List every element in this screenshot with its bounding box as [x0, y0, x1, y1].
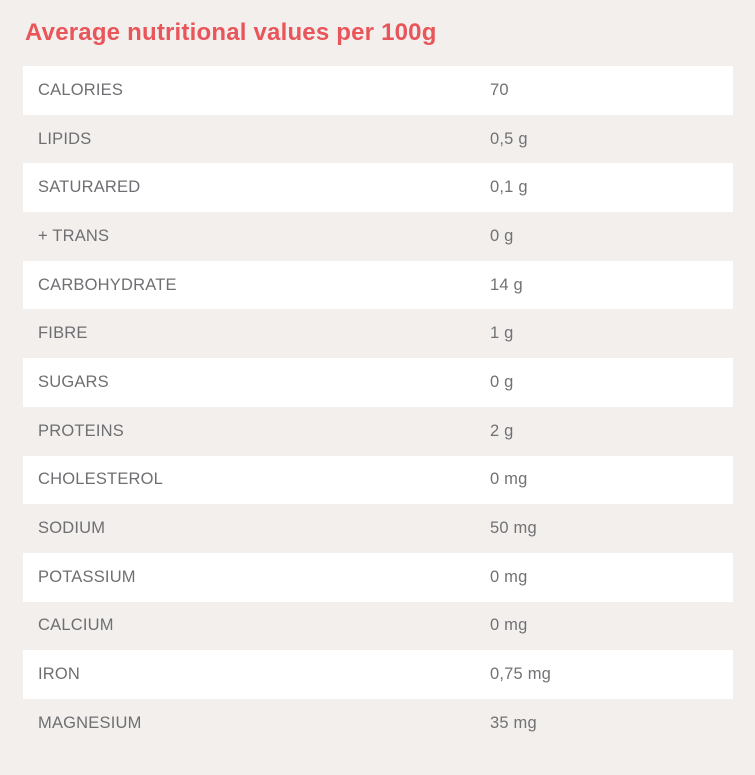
nutrient-value: 0 mg [490, 616, 528, 635]
table-row: CHOLESTEROL 0 mg [23, 455, 733, 505]
table-row: POTASSIUM 0 mg [23, 552, 733, 602]
nutrient-label: IRON [38, 665, 81, 684]
nutrient-value: 0,1 g [490, 178, 528, 197]
nutrient-value: 14 g [490, 275, 523, 294]
table-row: + TRANS 0 g [23, 212, 733, 261]
nutrient-label: CALCIUM [38, 616, 114, 635]
nutrient-label: LIPIDS [38, 129, 92, 148]
nutrient-label: FIBRE [38, 324, 88, 343]
nutrient-label: CARBOHYDRATE [38, 275, 177, 294]
table-row: SODIUM 50 mg [23, 504, 733, 553]
table-row: PROTEINS 2 g [23, 407, 733, 456]
nutrient-label: CHOLESTEROL [38, 470, 164, 489]
table-row: IRON 0,75 mg [23, 650, 733, 699]
table-row: SUGARS 0 g [23, 358, 733, 407]
nutrient-value: 1 g [490, 324, 514, 343]
nutrition-table: CALORIES 70 LIPIDS 0,5 g SATURARED 0,1 g… [23, 66, 733, 748]
nutrient-value: 2 g [490, 421, 514, 440]
table-row: LIPIDS 0,5 g [23, 115, 733, 164]
nutrient-label: SUGARS [38, 372, 109, 391]
nutrient-value: 0,5 g [490, 129, 528, 148]
nutrient-label: MAGNESIUM [38, 713, 142, 732]
nutrient-label: POTASSIUM [38, 567, 136, 586]
nutrient-label: SATURARED [38, 178, 141, 197]
table-row: CALCIUM 0 mg [23, 602, 733, 651]
nutrient-value: 50 mg [490, 519, 537, 538]
nutrient-value: 0 g [490, 372, 514, 391]
nutrient-value: 35 mg [490, 713, 537, 732]
nutrient-label: SODIUM [38, 519, 106, 538]
table-row: SATURARED 0,1 g [23, 163, 733, 213]
page-title: Average nutritional values per 100g [25, 19, 437, 46]
nutrient-value: 0 mg [490, 567, 528, 586]
table-row: MAGNESIUM 35 mg [23, 699, 733, 748]
nutrient-label: PROTEINS [38, 421, 124, 440]
nutrient-value: 0 g [490, 226, 514, 245]
table-row: CARBOHYDRATE 14 g [23, 260, 733, 310]
nutrient-value: 0 mg [490, 470, 528, 489]
nutrient-label: + TRANS [38, 226, 110, 245]
nutrient-value: 0,75 mg [490, 665, 552, 684]
nutrient-value: 70 [490, 80, 509, 99]
table-row: FIBRE 1 g [23, 309, 733, 358]
nutrient-label: CALORIES [38, 80, 124, 99]
table-row: CALORIES 70 [23, 66, 733, 115]
